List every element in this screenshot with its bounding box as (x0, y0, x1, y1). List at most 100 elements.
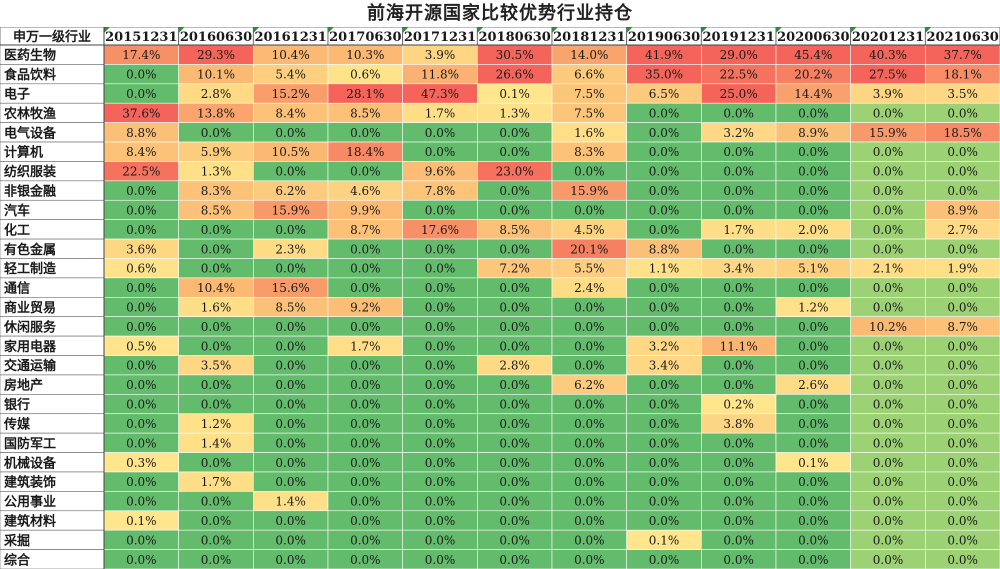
cell-value: 41.9% (645, 48, 683, 62)
cell-value: 0.0% (947, 301, 978, 315)
cell-value: 37.6% (122, 106, 160, 120)
column-header-label: 20161231 (254, 30, 326, 45)
cell-value: 0.0% (947, 475, 978, 489)
cell-value: 0.0% (126, 553, 157, 567)
cell-value: 0.0% (499, 514, 530, 528)
cell-value: 0.0% (275, 339, 306, 353)
row-label: 家用电器 (4, 339, 57, 355)
cell-value: 1.1% (649, 262, 680, 276)
cell-value: 0.0% (499, 126, 530, 140)
cell-value: 8.5% (275, 301, 306, 315)
cell-value: 0.0% (574, 359, 605, 373)
cell-value: 7.5% (574, 106, 605, 120)
cell-value: 0.0% (873, 339, 904, 353)
cell-value: 2.6% (798, 378, 829, 392)
cell-value: 15.6% (272, 281, 310, 295)
cell-value: 1.7% (201, 475, 232, 489)
cell-value: 0.0% (350, 553, 381, 567)
cell-value: 0.0% (873, 417, 904, 431)
row-label: 国防军工 (4, 436, 56, 452)
cell-value: 0.0% (723, 553, 754, 567)
cell-value: 0.0% (350, 242, 381, 256)
cell-value: 15.9% (869, 126, 907, 140)
cell-value: 0.0% (947, 398, 978, 412)
cell-value: 0.0% (201, 533, 232, 547)
cell-value: 0.0% (798, 417, 829, 431)
row-label: 机械设备 (4, 455, 57, 471)
cell-value: 0.0% (723, 359, 754, 373)
cell-value: 37.7% (944, 48, 982, 62)
cell-value: 11.8% (421, 68, 459, 82)
cell-value: 18.4% (346, 145, 384, 159)
cell-value: 40.3% (869, 48, 907, 62)
comment-marker-icon (850, 27, 857, 33)
cell-value: 0.0% (425, 475, 456, 489)
cell-value: 8.9% (798, 126, 829, 140)
row-label: 综合 (4, 552, 31, 568)
cell-value: 0.0% (947, 533, 978, 547)
cell-value: 7.5% (574, 87, 605, 101)
cell-value: 8.4% (275, 106, 306, 120)
cell-value: 0.0% (873, 398, 904, 412)
cell-value: 0.0% (126, 87, 157, 101)
row-label: 计算机 (4, 145, 43, 161)
comment-marker-icon (477, 27, 484, 33)
cell-value: 0.0% (350, 475, 381, 489)
cell-value: 0.0% (201, 553, 232, 567)
cell-value: 35.0% (645, 68, 683, 82)
cell-value: 0.0% (425, 126, 456, 140)
row-label: 电气设备 (4, 125, 57, 141)
cell-value: 0.0% (574, 165, 605, 179)
row-label: 农林牧渔 (3, 106, 56, 122)
cell-value: 2.7% (947, 223, 978, 237)
cell-value: 0.0% (798, 203, 829, 217)
cell-value: 0.0% (350, 436, 381, 450)
column-header-label: 20201231 (852, 30, 924, 45)
cell-value: 0.0% (649, 145, 680, 159)
cell-value: 0.0% (201, 320, 232, 334)
cell-value: 0.0% (873, 378, 904, 392)
cell-value: 0.0% (350, 126, 381, 140)
cell-value: 0.0% (947, 417, 978, 431)
cell-value: 26.6% (496, 68, 534, 82)
cell-value: 0.0% (649, 456, 680, 470)
cell-value: 0.0% (947, 456, 978, 470)
column-header-label: 20160630 (180, 30, 252, 45)
cell-value: 2.0% (798, 223, 829, 237)
cell-value: 3.9% (425, 48, 456, 62)
cell-value: 0.0% (126, 320, 157, 334)
cell-value: 1.6% (201, 301, 232, 315)
cell-value: 0.0% (873, 514, 904, 528)
row-label: 建筑材料 (4, 513, 56, 529)
cell-value: 8.7% (350, 223, 381, 237)
cell-value: 0.0% (126, 281, 157, 295)
cell-value: 0.0% (201, 495, 232, 509)
cell-value: 0.0% (723, 281, 754, 295)
cell-value: 0.1% (499, 87, 530, 101)
cell-value: 3.9% (873, 87, 904, 101)
comment-marker-icon (776, 27, 782, 33)
cell-value: 30.5% (496, 48, 534, 62)
column-header-label: 20200630 (777, 30, 849, 45)
cell-value: 1.7% (723, 223, 754, 237)
row-label: 公用事业 (4, 494, 56, 510)
cell-value: 18.5% (944, 126, 982, 140)
cell-value: 8.7% (947, 320, 978, 334)
comment-marker-icon (626, 27, 633, 33)
cell-value: 15.9% (570, 184, 608, 198)
cell-value: 0.0% (425, 436, 456, 450)
cell-value: 0.0% (947, 281, 978, 295)
comment-marker-icon (104, 27, 110, 33)
cell-value: 9.2% (350, 301, 381, 315)
cell-value: 0.0% (574, 553, 605, 567)
cell-value: 0.0% (723, 514, 754, 528)
row-label: 汽车 (4, 203, 30, 219)
cell-value: 0.0% (201, 456, 232, 470)
cell-value: 3.5% (201, 359, 232, 373)
cell-value: 6.2% (275, 184, 306, 198)
chart-title: 前海开源国家比较优势行业持仓 (367, 3, 633, 24)
comment-marker-icon (402, 27, 409, 33)
cell-value: 0.0% (947, 378, 978, 392)
cell-value: 2.1% (873, 262, 904, 276)
cell-value: 0.0% (275, 417, 306, 431)
